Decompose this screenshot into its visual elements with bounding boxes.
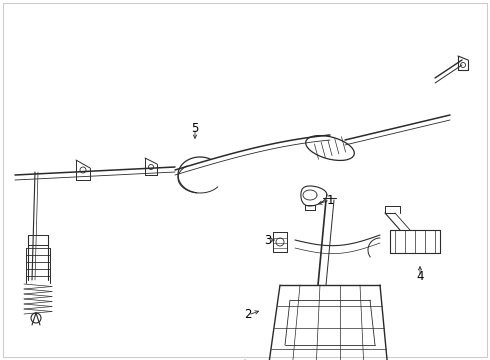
Text: 3: 3 (264, 234, 271, 247)
Text: 4: 4 (416, 270, 424, 284)
Text: 5: 5 (191, 122, 198, 135)
Text: 1: 1 (326, 194, 334, 207)
Text: 2: 2 (244, 309, 252, 321)
